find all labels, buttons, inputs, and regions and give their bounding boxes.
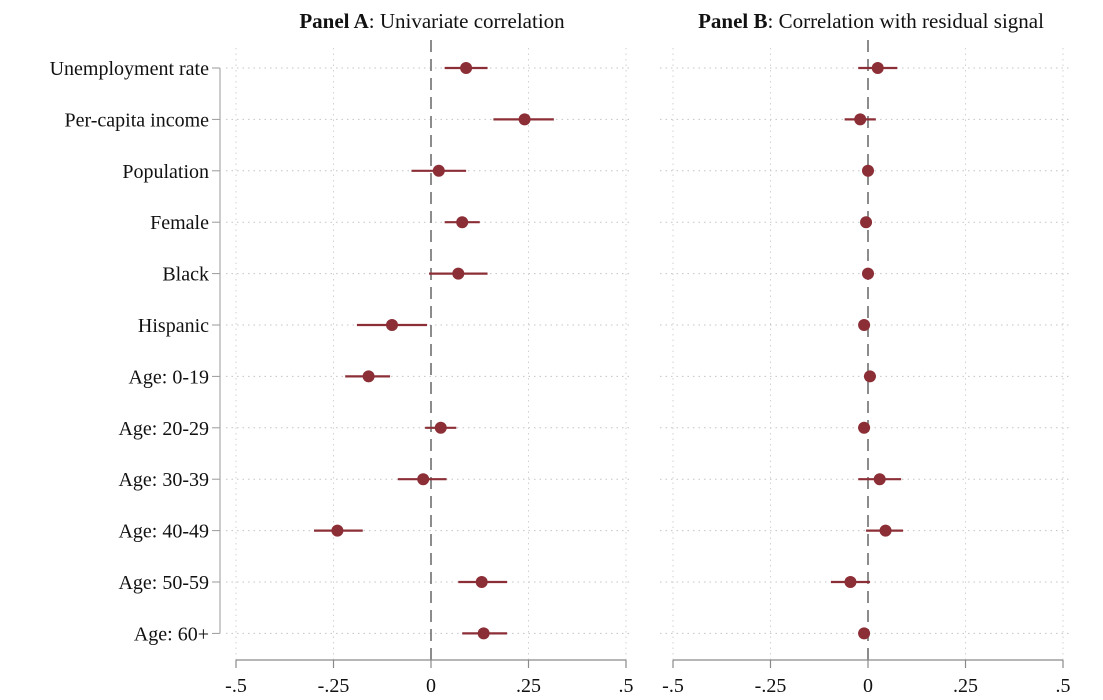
x-tick-label: -.5 — [662, 675, 684, 697]
variable-label: Population — [122, 161, 209, 183]
panel-b: Panel B: Correlation with residual signa… — [660, 9, 1072, 697]
point-estimate — [432, 164, 445, 177]
panel-title-bold: Panel A — [299, 9, 369, 33]
point-estimate — [862, 164, 874, 177]
panel-title: Panel B: Correlation with residual signa… — [698, 9, 1044, 33]
variable-label: Hispanic — [138, 315, 209, 337]
point-estimate — [434, 421, 447, 434]
panel-a: Panel A: Univariate correlation -.5 -.25 0.… — [225, 9, 633, 697]
variable-label: Age: 30-39 — [118, 469, 209, 491]
point-estimate — [456, 216, 469, 229]
variable-label: Age: 0-19 — [128, 366, 209, 388]
x-tick-label: .5 — [1056, 675, 1071, 697]
variable-labels: Unemployment rate Per-capita income Popula… — [50, 58, 221, 645]
panel-title-rest: : Correlation with residual signal — [767, 9, 1044, 33]
variable-label: Black — [162, 264, 209, 286]
point-estimate — [475, 576, 488, 588]
panel-title-bold: Panel B — [698, 9, 767, 33]
x-tick-label: -.25 — [755, 675, 787, 697]
x-tick-label: .5 — [619, 675, 634, 697]
point-estimate — [871, 62, 884, 74]
point-estimate — [858, 421, 871, 434]
x-tick-label: -.25 — [318, 675, 350, 697]
point-estimate — [417, 473, 430, 486]
point-estimate — [860, 216, 873, 229]
panel-title: Panel A: Univariate correlation — [299, 9, 565, 33]
point-estimate — [858, 319, 871, 331]
x-tick-label: 0 — [863, 675, 873, 697]
variable-label: Age: 50-59 — [118, 572, 209, 594]
point-estimate — [362, 370, 375, 383]
point-estimate — [844, 576, 857, 588]
point-estimate — [518, 113, 531, 126]
variable-label: Unemployment rate — [50, 58, 210, 80]
x-tick-label: -.5 — [225, 675, 247, 697]
variable-label: Per-capita income — [64, 109, 209, 131]
variable-label: Age: 20-29 — [118, 418, 209, 440]
point-estimate — [386, 319, 398, 331]
variable-label: Age: 60+ — [134, 623, 209, 645]
variable-label: Age: 40-49 — [118, 521, 209, 543]
point-estimate — [460, 62, 473, 74]
x-tick-label: .25 — [516, 675, 541, 697]
point-estimate — [862, 267, 874, 280]
x-tick-label: 0 — [426, 675, 436, 697]
panel-title-rest: : Univariate correlation — [369, 9, 565, 33]
point-estimate — [477, 627, 490, 640]
x-tick-label: .25 — [953, 675, 978, 697]
point-estimate — [863, 370, 876, 383]
variable-label: Female — [150, 212, 209, 234]
point-estimate — [854, 113, 867, 126]
point-estimate — [331, 524, 344, 537]
point-estimate — [452, 267, 465, 280]
point-estimate — [879, 524, 892, 537]
point-estimate — [858, 627, 871, 640]
point-estimate — [873, 473, 886, 486]
